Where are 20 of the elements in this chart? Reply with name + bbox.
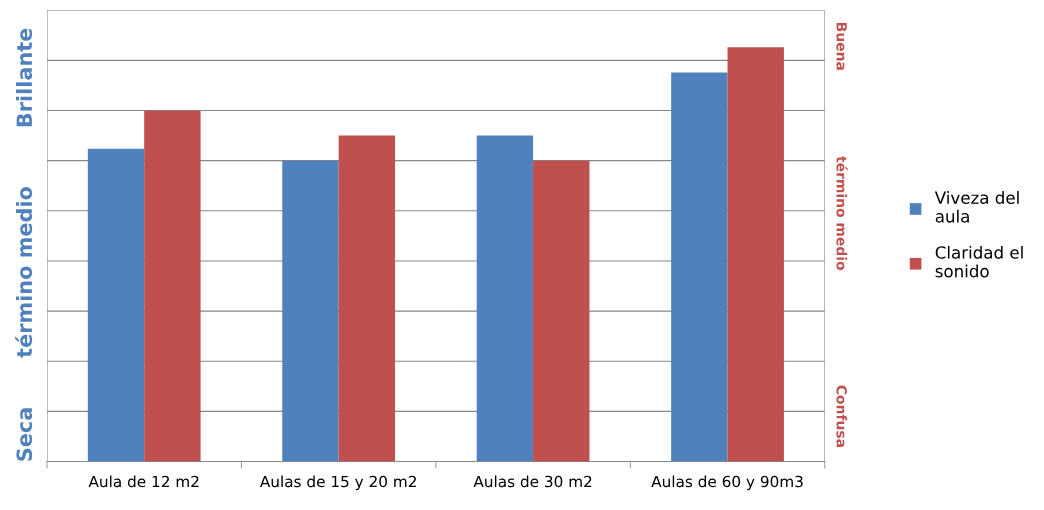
- bar: [282, 160, 339, 462]
- x-tick-label: Aulas de 60 y 90m3: [651, 475, 803, 491]
- text: Seca: [16, 408, 33, 461]
- bar: [144, 110, 201, 462]
- text: Buena: [836, 23, 847, 70]
- bar: [476, 135, 534, 462]
- text: término medio: [836, 156, 848, 270]
- bar: [87, 148, 145, 462]
- bar: [338, 135, 396, 462]
- text: Confusa: [836, 385, 848, 447]
- x-tick-label: Aula de 12 m2: [88, 475, 199, 488]
- legend-label: Viveza del aula: [934, 191, 1019, 223]
- legend-label: Claridad el sonido: [935, 245, 1023, 278]
- text: Brillante: [16, 28, 33, 127]
- bar: [671, 72, 728, 462]
- x-tick-label: Aulas de 30 m2: [473, 475, 592, 488]
- bar: [533, 160, 590, 462]
- x-tick-label: Aulas de 15 y 20 m2: [259, 475, 416, 491]
- bar: [727, 47, 784, 462]
- text: término medio: [15, 186, 33, 358]
